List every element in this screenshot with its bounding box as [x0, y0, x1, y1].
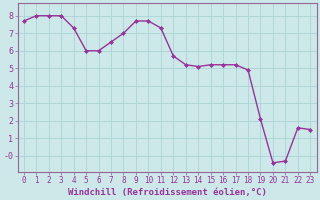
X-axis label: Windchill (Refroidissement éolien,°C): Windchill (Refroidissement éolien,°C) [68, 188, 267, 197]
